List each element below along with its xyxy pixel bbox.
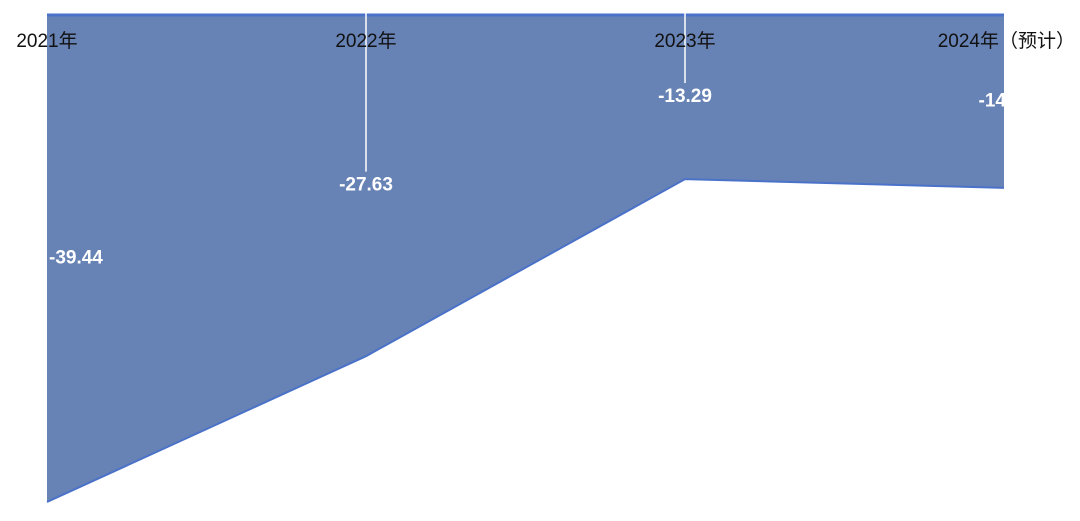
area-line <box>46 178 1005 503</box>
value-label: -39.44 <box>49 248 103 269</box>
category-label: 2022年 <box>335 30 396 52</box>
value-label: -14 <box>979 90 1007 111</box>
category-label: 2024年（预计） <box>938 30 1075 52</box>
value-label: -13.29 <box>658 86 712 107</box>
area <box>47 15 1004 502</box>
value-label: -27.63 <box>339 175 393 196</box>
category-label: 2021年 <box>16 30 77 52</box>
category-label: 2023年 <box>654 30 715 52</box>
